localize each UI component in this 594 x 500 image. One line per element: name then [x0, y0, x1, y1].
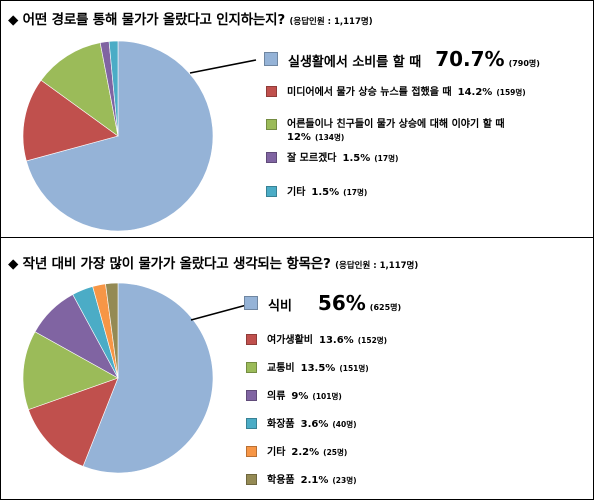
chart2-legend-item: 화장품 3.6% (40명) [246, 418, 357, 431]
chart2-legend-item: 학용품 2.1% (23명) [246, 474, 357, 487]
legend-percent: 13.6% [319, 335, 354, 346]
chart1-note: (응답인원 : 1,117명) [289, 17, 373, 27]
legend-percent: 1.5% [311, 187, 340, 198]
chart2-callout-line [190, 302, 255, 321]
legend-swatch [246, 474, 257, 485]
legend-swatch [246, 418, 257, 429]
pie-slice [25, 40, 214, 232]
legend-swatch [246, 390, 257, 401]
legend-percent: 9% [291, 391, 309, 402]
chart1-legend-item: 어른들이나 친구들이 물가 상승에 대해 이야기 할 때 12% (134명) [266, 118, 505, 144]
chart2-title: ◆ 작년 대비 가장 많이 물가가 올랐다고 생각되는 항목은? [8, 256, 331, 272]
chart1-legend-item: 잘 모르겠다 1.5% (17명) [266, 152, 398, 165]
legend-label: 미디어에서 물가 상승 뉴스를 접했을 때 [287, 87, 452, 98]
legend-percent: 12% [287, 132, 311, 143]
legend-percent: 70.7% [435, 47, 505, 71]
chart1-callout-line [189, 59, 257, 74]
legend-label: 잘 모르겠다 [287, 153, 337, 164]
chart2-legend-item: 여가생활비 13.6% (152명) [246, 334, 387, 347]
pie-slice [105, 282, 119, 379]
legend-label: 학용품 [267, 475, 295, 486]
legend-swatch [246, 446, 257, 457]
chart2-note: (응답인원 : 1,117명) [335, 261, 419, 271]
legend-label: 기타 [267, 447, 286, 458]
legend-count: (23명) [332, 476, 357, 485]
legend-count: (152명) [357, 336, 388, 345]
legend-percent: 1.5% [342, 153, 371, 164]
chart2-legend-item: 교통비 13.5% (151명) [246, 362, 369, 375]
chart1-pie [22, 40, 214, 232]
legend-swatch [244, 296, 258, 310]
legend-percent: 14.2% [457, 87, 493, 98]
legend-count: (790명) [508, 59, 540, 68]
legend-percent: 13.5% [300, 363, 336, 374]
legend-swatch [266, 119, 277, 130]
legend-percent: 3.6% [300, 419, 329, 430]
pie-slice [22, 79, 119, 162]
legend-percent: 2.2% [291, 447, 320, 458]
legend-label: 여가생활비 [267, 335, 313, 346]
legend-count: (25명) [323, 448, 348, 457]
legend-count: (17명) [343, 188, 368, 197]
legend-swatch [266, 86, 277, 97]
chart1-title: ◆ 어떤 경로를 통해 물가가 올랐다고 인지하는지? [8, 12, 285, 28]
chart2-legend-item: 기타 2.2% (25명) [246, 446, 347, 459]
chart2-legend-item: 식비 56% (625명) [244, 292, 401, 319]
legend-percent: 2.1% [300, 475, 329, 486]
legend-label: 어른들이나 친구들이 물가 상승에 대해 이야기 할 때 [287, 119, 505, 130]
chart2-title-row: ◆ 작년 대비 가장 많이 물가가 올랐다고 생각되는 항목은? (응답인원 :… [8, 252, 418, 272]
legend-count: (159명) [496, 88, 526, 97]
chart1-legend-item: 실생활에서 소비를 할 때 70.7% (790명) [264, 48, 540, 75]
legend-label: 실생활에서 소비를 할 때 [288, 55, 422, 70]
pie-slice [22, 331, 119, 411]
legend-count: (17명) [374, 154, 399, 163]
legend-swatch [246, 334, 257, 345]
legend-count: (625명) [369, 303, 402, 312]
legend-count: (40명) [332, 420, 357, 429]
chart1-legend-item: 기타 1.5% (17명) [266, 186, 367, 199]
pie-slice [28, 377, 119, 467]
legend-count: (151명) [339, 364, 369, 373]
legend-swatch [266, 186, 277, 197]
pie-slice [40, 42, 119, 137]
pie-slice [108, 40, 119, 137]
legend-label: 의류 [267, 391, 286, 402]
chart2-pie [22, 282, 214, 474]
chart2-legend-item: 의류 9% (101명) [246, 390, 342, 403]
legend-swatch [264, 52, 278, 66]
legend-label: 화장품 [267, 419, 295, 430]
legend-label: 식비 [268, 299, 292, 314]
legend-swatch [266, 152, 277, 163]
chart1-legend-item: 미디어에서 물가 상승 뉴스를 접했을 때 14.2% (159명) [266, 86, 526, 99]
chart1-title-row: ◆ 어떤 경로를 통해 물가가 올랐다고 인지하는지? (응답인원 : 1,11… [8, 8, 373, 28]
legend-label: 교통비 [267, 363, 295, 374]
legend-label: 기타 [287, 187, 306, 198]
pie-slice [82, 282, 214, 474]
section-divider [0, 237, 594, 238]
legend-swatch [246, 362, 257, 373]
legend-count: (134명) [314, 133, 345, 142]
legend-count: (101명) [312, 392, 342, 401]
legend-percent: 56% [317, 291, 366, 315]
